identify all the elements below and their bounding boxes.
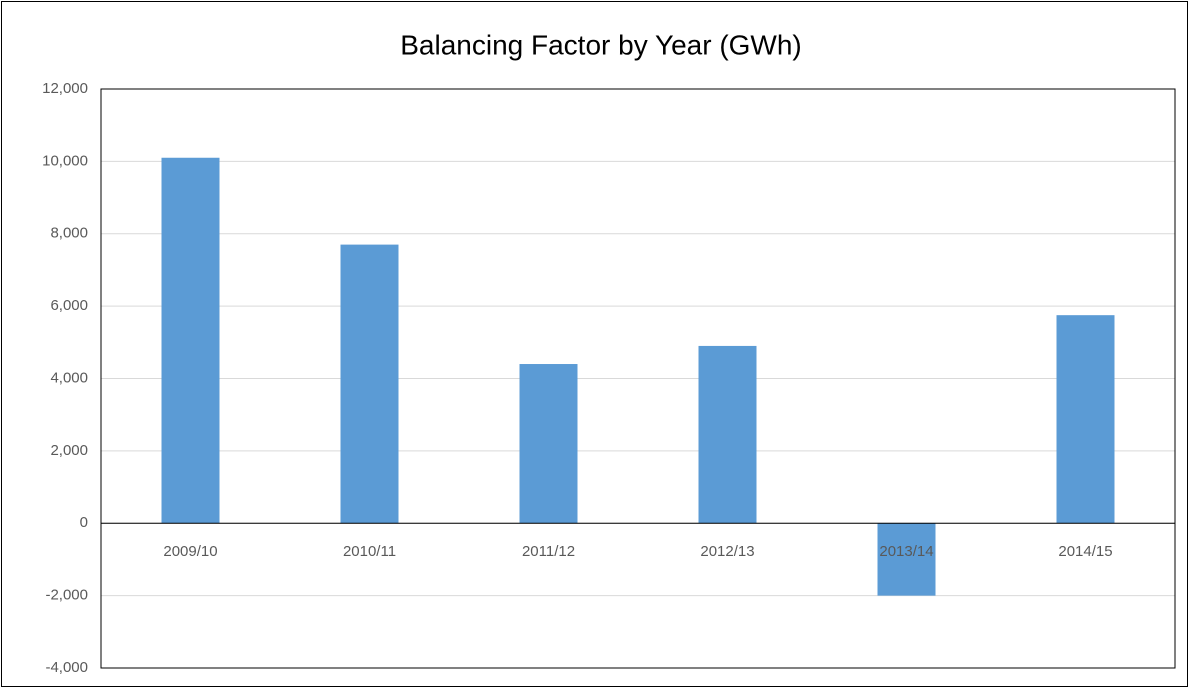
x-tick-label: 2011/12 bbox=[522, 543, 575, 560]
y-tick-label: 10,000 bbox=[42, 152, 88, 169]
bar bbox=[877, 523, 936, 596]
chart-title: Balancing Factor by Year (GWh) bbox=[400, 29, 802, 60]
y-tick-label: 8,000 bbox=[50, 225, 88, 242]
bar bbox=[340, 244, 399, 524]
x-tick-label: 2013/14 bbox=[879, 543, 933, 560]
x-tick-label: 2012/13 bbox=[700, 543, 754, 560]
y-tick-label: 2,000 bbox=[50, 442, 88, 459]
y-tick-label: -4,000 bbox=[45, 659, 88, 676]
bar bbox=[698, 345, 757, 524]
bar bbox=[1056, 315, 1115, 524]
y-tick-label: 0 bbox=[80, 514, 88, 531]
y-tick-label: 12,000 bbox=[42, 80, 88, 97]
bar bbox=[519, 364, 578, 524]
plot-border bbox=[100, 88, 1176, 669]
y-tick-label: -2,000 bbox=[45, 587, 88, 604]
bar bbox=[161, 157, 220, 524]
x-tick-label: 2010/11 bbox=[343, 543, 396, 560]
y-tick-label: 6,000 bbox=[50, 297, 88, 314]
x-tick-label: 2009/10 bbox=[163, 543, 217, 560]
x-tick-label: 2014/15 bbox=[1058, 543, 1112, 560]
y-tick-label: 4,000 bbox=[50, 369, 88, 386]
